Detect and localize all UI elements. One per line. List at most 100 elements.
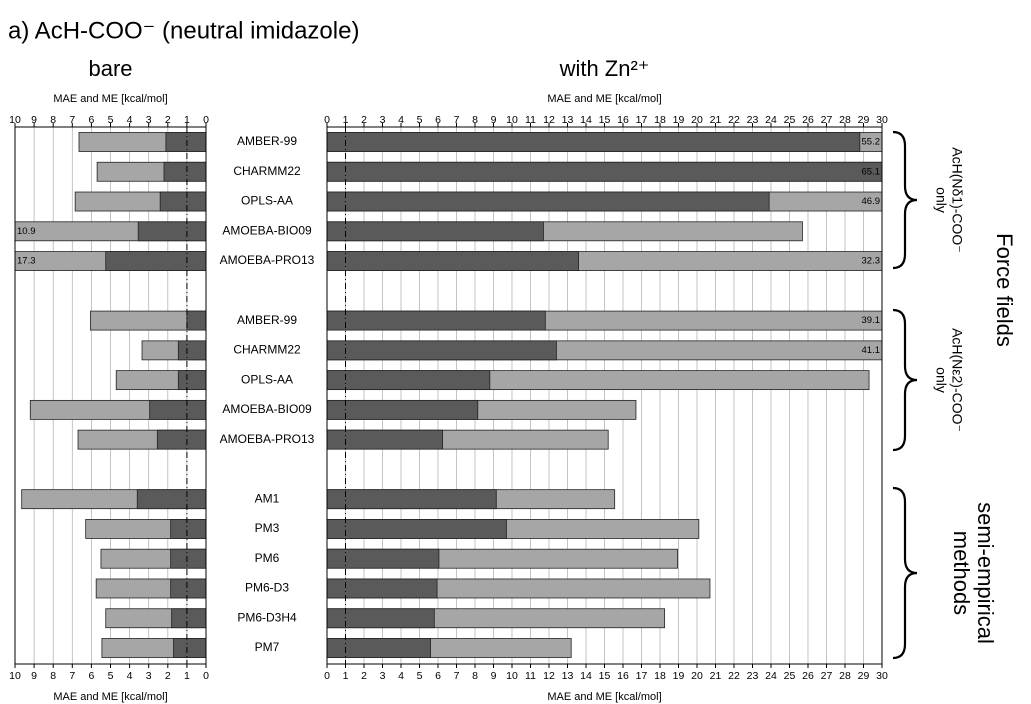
- x-tick-label: 21: [710, 670, 722, 682]
- x-tick-label: 12: [543, 114, 555, 126]
- x-tick-label: 26: [802, 114, 814, 126]
- x-tick-label: 5: [108, 670, 114, 682]
- x-tick-label: 25: [784, 114, 796, 126]
- figure-title: a) AcH-COO⁻ (neutral imidazole): [8, 17, 359, 44]
- x-tick-label: 4: [398, 670, 404, 682]
- x-tick-label: 11: [525, 114, 536, 126]
- bar: [327, 608, 435, 629]
- category-label: CHARMM22: [233, 164, 301, 178]
- bar: [327, 310, 546, 331]
- x-tick-label: 21: [710, 114, 722, 126]
- x-tick-label: 9: [491, 114, 497, 126]
- x-tick-label: 27: [821, 114, 833, 126]
- bar: [327, 340, 557, 361]
- x-tick-label: 16: [617, 114, 629, 126]
- x-tick-label: 0: [203, 670, 209, 682]
- category-label: PM6-D3: [245, 581, 289, 595]
- bars: [327, 132, 882, 658]
- x-tick-label: 29: [858, 114, 870, 126]
- bar: [327, 370, 491, 391]
- x-tick-label: 4: [127, 114, 133, 126]
- x-tick-label: 7: [69, 114, 75, 126]
- x-tick-label: 28: [839, 114, 851, 126]
- bar: [105, 251, 206, 271]
- value-label: 41.1: [862, 345, 881, 356]
- x-tick-label: 0: [324, 114, 330, 126]
- x-tick-label: 18: [654, 114, 666, 126]
- x-tick-label: 24: [765, 114, 777, 126]
- x-tick-label: 9: [31, 114, 37, 126]
- value-label: 55.2: [862, 137, 881, 148]
- x-tick-label: 7: [454, 114, 460, 126]
- brace: [892, 130, 918, 270]
- x-tick-label: 5: [108, 114, 114, 126]
- bar: [165, 132, 206, 152]
- bars: [15, 132, 206, 658]
- value-label: 65.1: [862, 166, 881, 177]
- x-tick-label: 5: [417, 670, 423, 682]
- group-label: methods: [949, 531, 974, 615]
- group-label: AcH(Nε2)-COO⁻: [949, 328, 965, 432]
- x-tick-label: 1: [343, 114, 349, 126]
- x-tick-label: 29: [858, 670, 870, 682]
- x-tick-label: 0: [203, 114, 209, 126]
- x-tick-label: 7: [69, 670, 75, 682]
- group-label: only: [933, 187, 949, 213]
- x-tick-label: 22: [728, 114, 740, 126]
- x-tick-label: 2: [361, 114, 367, 126]
- x-tick-label: 13: [562, 670, 574, 682]
- bar: [327, 578, 438, 599]
- category-label: PM6-D3H4: [237, 610, 297, 624]
- x-tick-label: 20: [691, 670, 703, 682]
- bar: [171, 608, 206, 629]
- category-label: CHARMM22: [233, 343, 301, 357]
- group-label: AcH(Nδ1)-COO⁻: [949, 147, 965, 252]
- x-axis-label: MAE and ME [kcal/mol]: [547, 691, 661, 703]
- x-tick-label: 13: [562, 114, 574, 126]
- brace: [892, 308, 918, 452]
- bar: [177, 370, 206, 391]
- x-tick-label: 26: [802, 670, 814, 682]
- x-tick-label: 9: [491, 670, 497, 682]
- bar: [156, 429, 206, 450]
- x-tick-label: 3: [146, 670, 152, 682]
- value-label: 46.9: [862, 196, 881, 207]
- category-label: AMBER-99: [237, 313, 297, 327]
- bar: [327, 221, 544, 242]
- x-tick-label: 14: [580, 114, 592, 126]
- x-tick-label: 17: [636, 114, 648, 126]
- x-tick-label: 14: [580, 670, 592, 682]
- bar: [327, 251, 580, 271]
- value-label: 39.1: [862, 315, 881, 326]
- x-tick-label: 19: [673, 670, 685, 682]
- x-axis-label: MAE and ME [kcal/mol]: [53, 691, 167, 703]
- panel-frame: [326, 126, 883, 665]
- x-axis-label: MAE and ME [kcal/mol]: [53, 93, 167, 105]
- bar: [170, 548, 206, 569]
- x-axis-label: MAE and ME [kcal/mol]: [547, 93, 661, 105]
- bar: [149, 399, 206, 420]
- x-tick-label: 25: [784, 670, 796, 682]
- x-tick-label: 10: [9, 670, 21, 682]
- category-label: AMOEBA-BIO09: [222, 223, 312, 237]
- panel-subtitle: with Zn²⁺: [559, 56, 650, 81]
- x-tick-label: 16: [617, 670, 629, 682]
- x-tick-label: 20: [691, 114, 703, 126]
- x-tick-label: 3: [380, 670, 386, 682]
- x-tick-label: 9: [31, 670, 37, 682]
- x-tick-label: 3: [380, 114, 386, 126]
- category-label: PM3: [255, 521, 280, 535]
- bar: [136, 489, 206, 510]
- bar: [327, 191, 770, 212]
- x-tick-label: 8: [50, 670, 56, 682]
- x-tick-label: 17: [636, 670, 648, 682]
- bar: [327, 132, 861, 152]
- x-tick-label: 8: [472, 114, 478, 126]
- x-tick-label: 8: [50, 114, 56, 126]
- bar: [327, 519, 507, 539]
- x-tick-label: 15: [599, 114, 611, 126]
- value-label: 10.9: [17, 226, 36, 237]
- x-tick-label: 7: [454, 670, 460, 682]
- category-label: AMBER-99: [237, 134, 297, 148]
